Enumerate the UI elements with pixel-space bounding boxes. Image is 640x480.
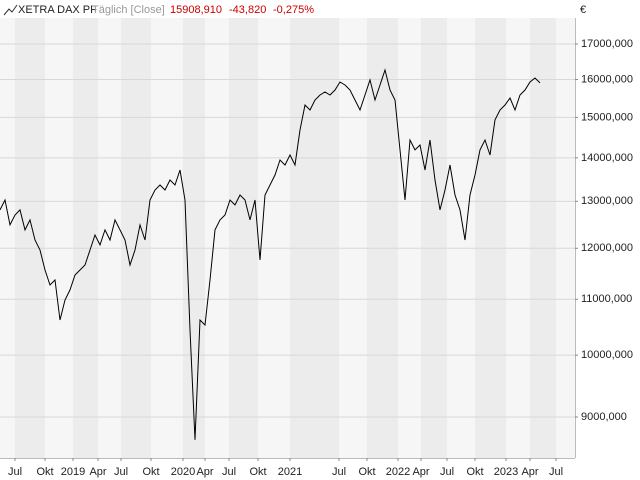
chart-title: XETRA DAX PF bbox=[18, 4, 97, 16]
x-tick-label: 2019 bbox=[61, 466, 85, 478]
band bbox=[530, 18, 556, 458]
x-tick-label: Okt bbox=[249, 466, 266, 478]
plot-bands bbox=[0, 18, 575, 458]
x-tick-label: 2021 bbox=[278, 466, 302, 478]
y-tick-label: 17000,000 bbox=[581, 38, 633, 50]
last-price: 15908,910 bbox=[170, 4, 222, 16]
y-tick-label: 16000,000 bbox=[581, 73, 633, 85]
x-tick-label: Apr bbox=[412, 466, 429, 478]
y-tick-label: 15000,000 bbox=[581, 111, 633, 123]
grid bbox=[0, 43, 575, 418]
x-tick-label: Okt bbox=[466, 466, 483, 478]
band bbox=[506, 18, 530, 458]
y-tick-label: 14000,000 bbox=[581, 152, 633, 164]
band bbox=[151, 18, 183, 458]
band bbox=[183, 18, 205, 458]
currency: € bbox=[580, 4, 586, 16]
band bbox=[258, 18, 290, 458]
x-tick-label: Apr bbox=[89, 466, 106, 478]
y-tick-label: 11000,000 bbox=[581, 293, 632, 305]
y-tick-label: 9000,000 bbox=[581, 411, 627, 423]
x-tick-label: Jul bbox=[222, 466, 236, 478]
band bbox=[0, 18, 15, 458]
band bbox=[45, 18, 73, 458]
band bbox=[339, 18, 367, 458]
plot bbox=[0, 68, 541, 440]
band bbox=[15, 18, 45, 458]
x-tick-label: Apr bbox=[196, 466, 213, 478]
price-line bbox=[0, 68, 541, 440]
x-tick-label: Jul bbox=[114, 466, 128, 478]
band bbox=[121, 18, 151, 458]
y-tick-label: 10000,000 bbox=[581, 349, 633, 361]
x-tick-label: Jul bbox=[332, 466, 346, 478]
y-tick-label: 12000,000 bbox=[581, 242, 633, 254]
x-tick-label: 2023 bbox=[494, 466, 518, 478]
band bbox=[421, 18, 447, 458]
x-tick-label: Okt bbox=[142, 466, 159, 478]
band bbox=[475, 18, 506, 458]
x-tick-label: Okt bbox=[36, 466, 53, 478]
band bbox=[229, 18, 258, 458]
band bbox=[556, 18, 575, 458]
band bbox=[290, 18, 339, 458]
y-tick-label: 13000,000 bbox=[581, 195, 633, 207]
chart-icon bbox=[3, 4, 18, 16]
x-tick-label: Okt bbox=[358, 466, 375, 478]
band bbox=[367, 18, 398, 458]
change: -43,820 bbox=[229, 4, 266, 16]
band bbox=[205, 18, 229, 458]
interval: Täglich [Close] bbox=[92, 4, 165, 16]
x-tick-label: 2020 bbox=[171, 466, 195, 478]
change-pct: -0,275% bbox=[273, 4, 314, 16]
x-tick-label: Jul bbox=[8, 466, 22, 478]
band bbox=[398, 18, 421, 458]
band bbox=[447, 18, 475, 458]
x-tick-label: Apr bbox=[521, 466, 538, 478]
x-tick-label: 2022 bbox=[386, 466, 410, 478]
x-tick-label: Jul bbox=[440, 466, 454, 478]
x-tick-label: Jul bbox=[549, 466, 563, 478]
